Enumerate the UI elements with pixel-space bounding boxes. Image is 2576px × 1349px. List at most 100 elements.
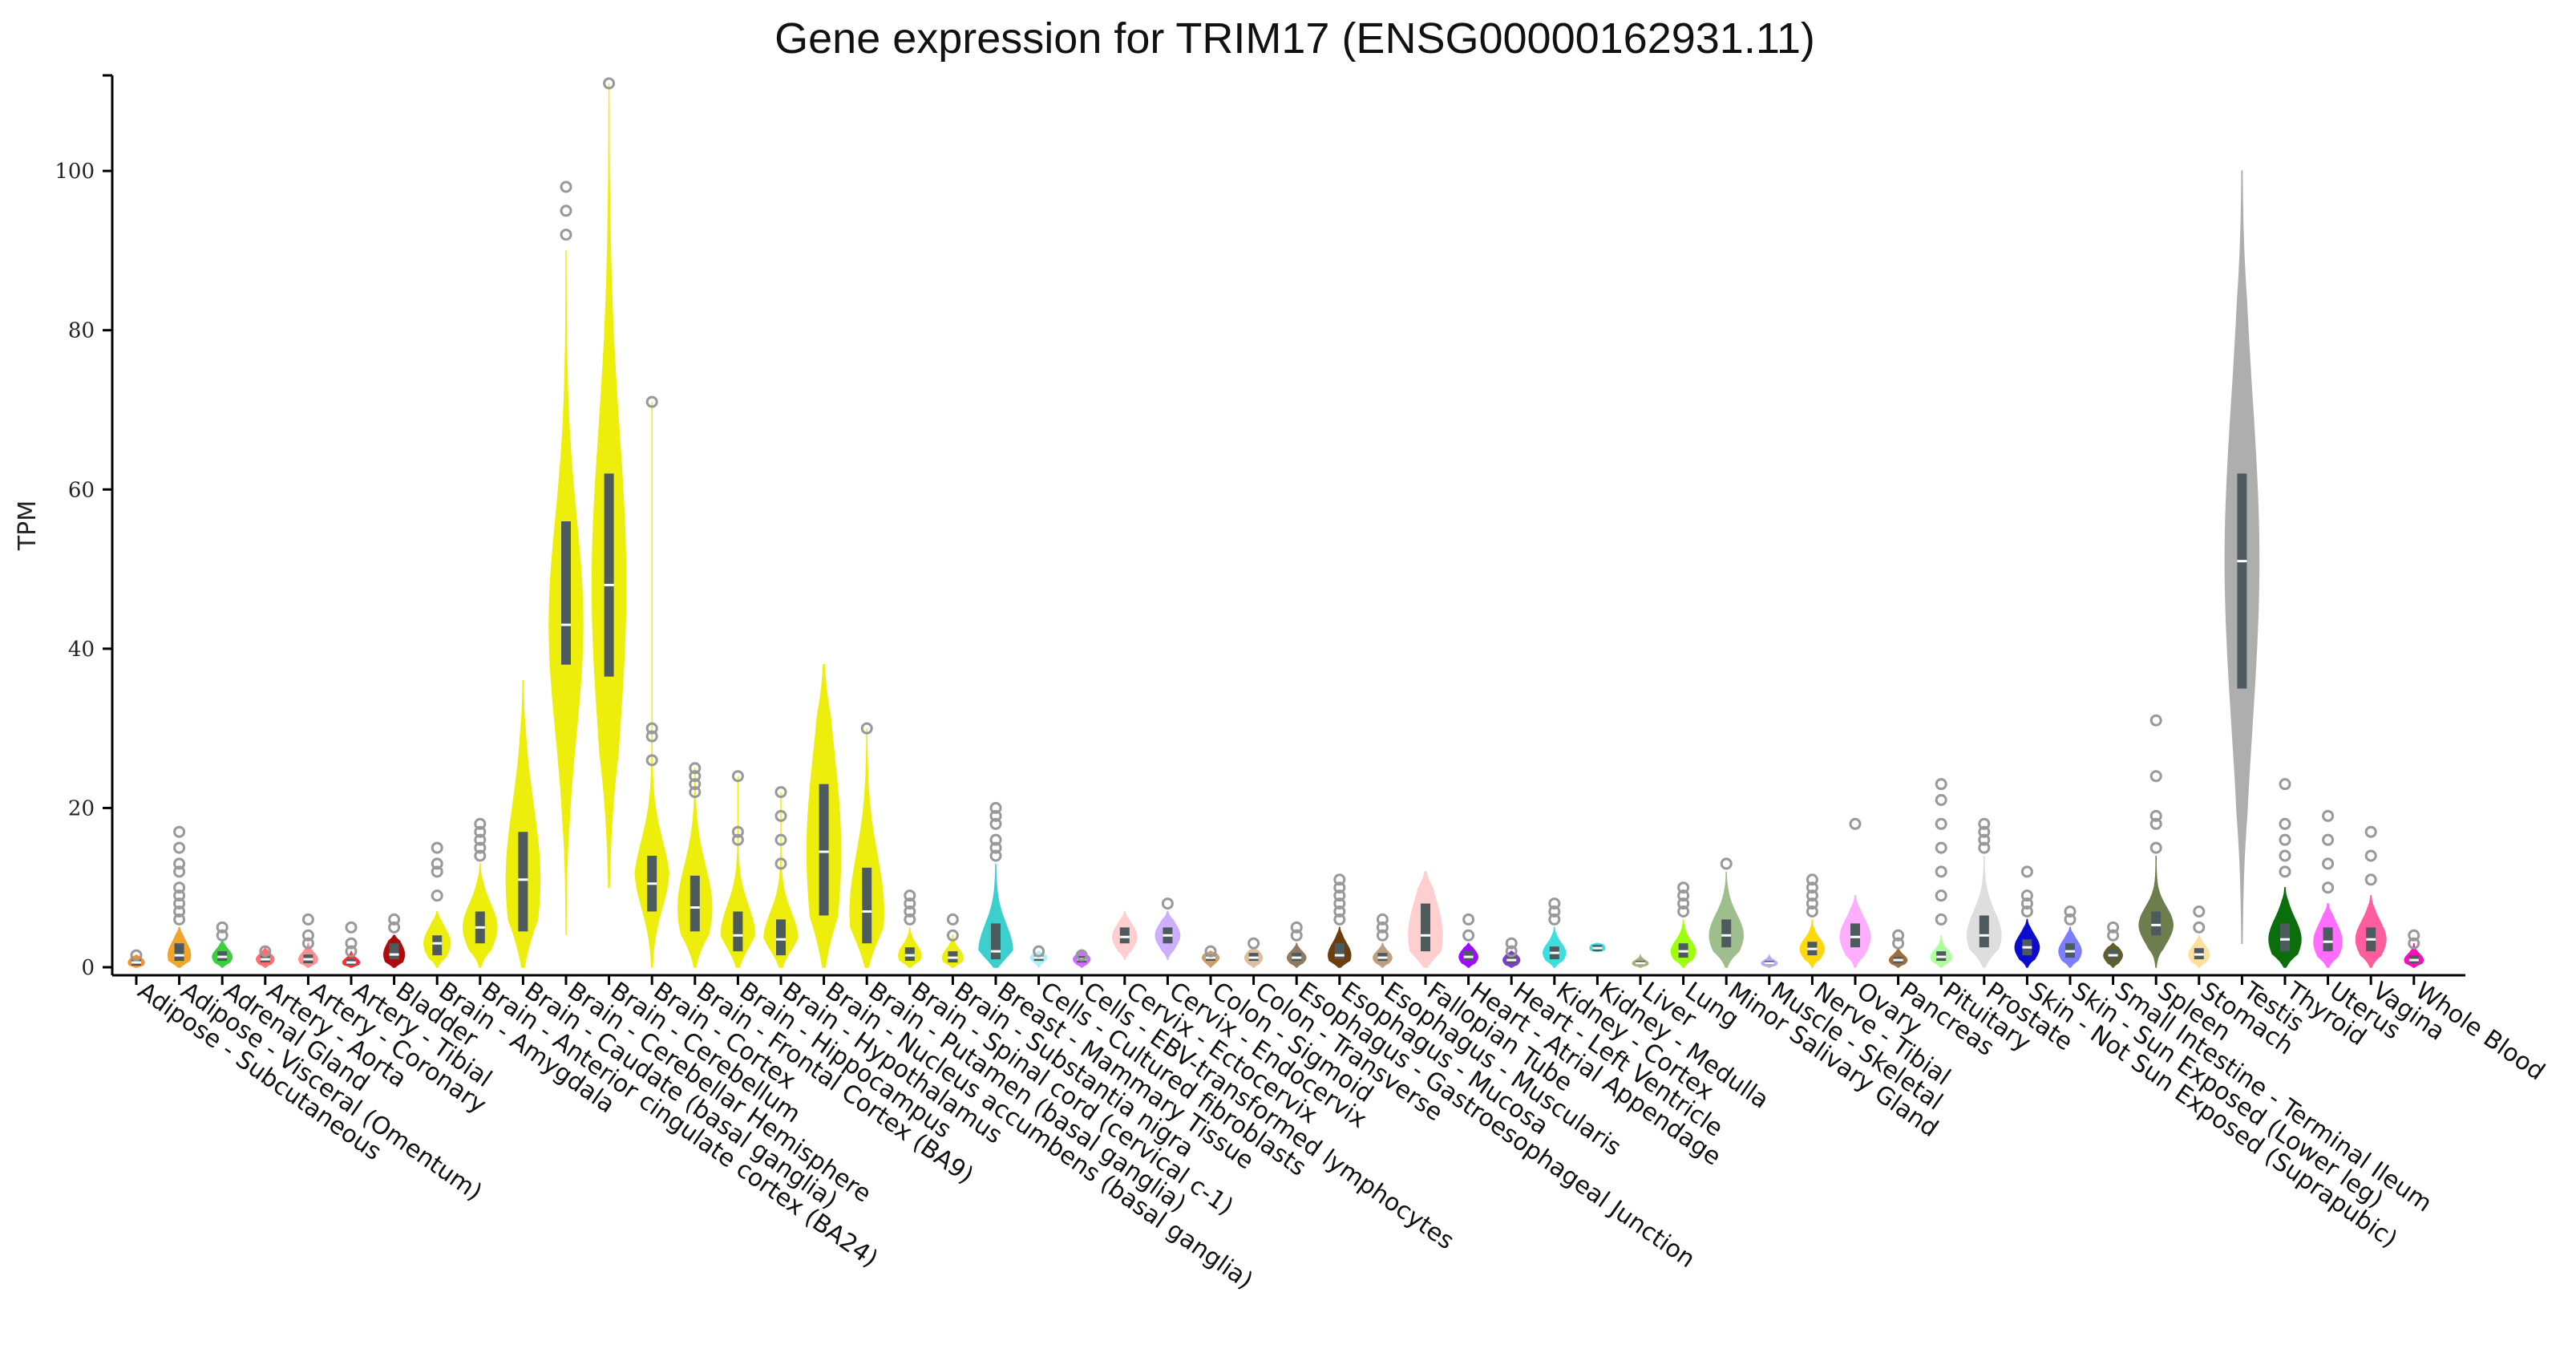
outlier-point [2149, 714, 2162, 727]
outlier-point [1333, 889, 1346, 902]
violin-group [1155, 897, 1181, 960]
iqr-box [1850, 923, 1860, 948]
outlier-point [1806, 897, 1818, 910]
violin-group [256, 945, 275, 968]
outlier-point [645, 730, 658, 743]
violin-group [1073, 949, 1091, 968]
violin-group [1543, 897, 1567, 968]
violin-group [1286, 921, 1307, 968]
violin-group [298, 913, 318, 968]
outlier-point [1720, 857, 1733, 870]
violin-body [1967, 856, 2002, 968]
violin-group [1373, 913, 1393, 968]
outlier-point [2279, 817, 2291, 830]
outlier-point [946, 929, 959, 942]
outlier-point [1935, 889, 1947, 902]
outlier-point [2408, 929, 2420, 942]
outlier-point [474, 849, 487, 862]
outlier-point [173, 865, 186, 878]
outlier-point [1892, 929, 1905, 942]
outlier-point [774, 833, 787, 846]
violin-group [1589, 942, 1606, 952]
outlier-point [1935, 778, 1947, 791]
violin-group [423, 841, 451, 968]
outlier-point [173, 913, 186, 926]
outlier-point [989, 833, 1002, 846]
outlier-point [345, 921, 358, 934]
outlier-point [560, 229, 572, 241]
violin-group [2188, 905, 2210, 968]
iqr-box [432, 935, 443, 956]
outlier-point [1892, 937, 1905, 950]
outlier-point [904, 897, 916, 910]
outlier-point [689, 770, 702, 783]
outlier-point [173, 889, 186, 902]
outlier-point [1376, 921, 1389, 934]
y-tick-label: 40 [68, 638, 95, 662]
violin-group [167, 825, 192, 968]
violin-body [849, 728, 884, 968]
outlier-point [774, 809, 787, 822]
y-tick-label: 0 [81, 956, 95, 980]
violin-group [898, 889, 922, 968]
outlier-point [2064, 913, 2077, 926]
violin-group [1888, 929, 1908, 968]
iqr-box [991, 923, 1001, 960]
outlier-point [1161, 897, 1174, 910]
violin-body [720, 776, 756, 968]
outlier-point [431, 889, 443, 902]
outlier-point [216, 921, 228, 934]
outlier-point [1806, 905, 1818, 918]
outlier-point [731, 833, 744, 846]
outlier-point [1333, 897, 1346, 910]
iqr-box [561, 521, 571, 665]
outlier-point [345, 945, 358, 958]
outlier-point [731, 770, 744, 783]
outlier-point [388, 913, 401, 926]
outlier-point [1248, 937, 1260, 950]
violin-group [1029, 945, 1048, 968]
outlier-point [173, 881, 186, 894]
outlier-point [301, 913, 314, 926]
outlier-point [173, 841, 186, 854]
iqr-box [819, 784, 829, 916]
violin-group [849, 722, 884, 968]
outlier-point [345, 937, 358, 950]
outlier-point [1677, 897, 1690, 910]
outlier-point [560, 205, 572, 217]
axes: 0 20 40 60 80 100 [55, 74, 2465, 980]
violin-group [548, 180, 584, 936]
outlier-point [904, 889, 916, 902]
outlier-point [1505, 945, 1518, 958]
outlier-point [689, 786, 702, 799]
outlier-point [2107, 929, 2120, 942]
outlier-point [388, 921, 401, 934]
violin-group [2138, 714, 2174, 968]
outlier-point [1204, 945, 1217, 958]
outlier-point [689, 778, 702, 791]
violin-group [2058, 905, 2082, 968]
violin-group [1761, 953, 1778, 968]
y-tick-label: 80 [68, 319, 95, 343]
outlier-point [2020, 865, 2033, 878]
outlier-point [989, 849, 1002, 862]
outlier-point [989, 817, 1002, 830]
chart-title: Gene expression for TRIM17 (ENSG00000162… [774, 14, 1815, 63]
violin-group [342, 921, 361, 968]
outlier-point [2364, 849, 2377, 862]
outlier-point [259, 945, 272, 958]
violin-group [383, 913, 406, 968]
violin-group [2404, 929, 2424, 968]
violin-group [720, 770, 756, 968]
outlier-point [2322, 809, 2335, 822]
iqr-box [1119, 927, 1130, 944]
outlier-point [560, 180, 572, 193]
outlier-point [1935, 794, 1947, 806]
violin-body [978, 863, 1013, 968]
y-axis-label: TPM [14, 500, 42, 551]
violin-group [1502, 937, 1521, 968]
iqr-box [1721, 919, 1732, 948]
outlier-point [989, 801, 1002, 814]
outlier-point [1376, 929, 1389, 942]
